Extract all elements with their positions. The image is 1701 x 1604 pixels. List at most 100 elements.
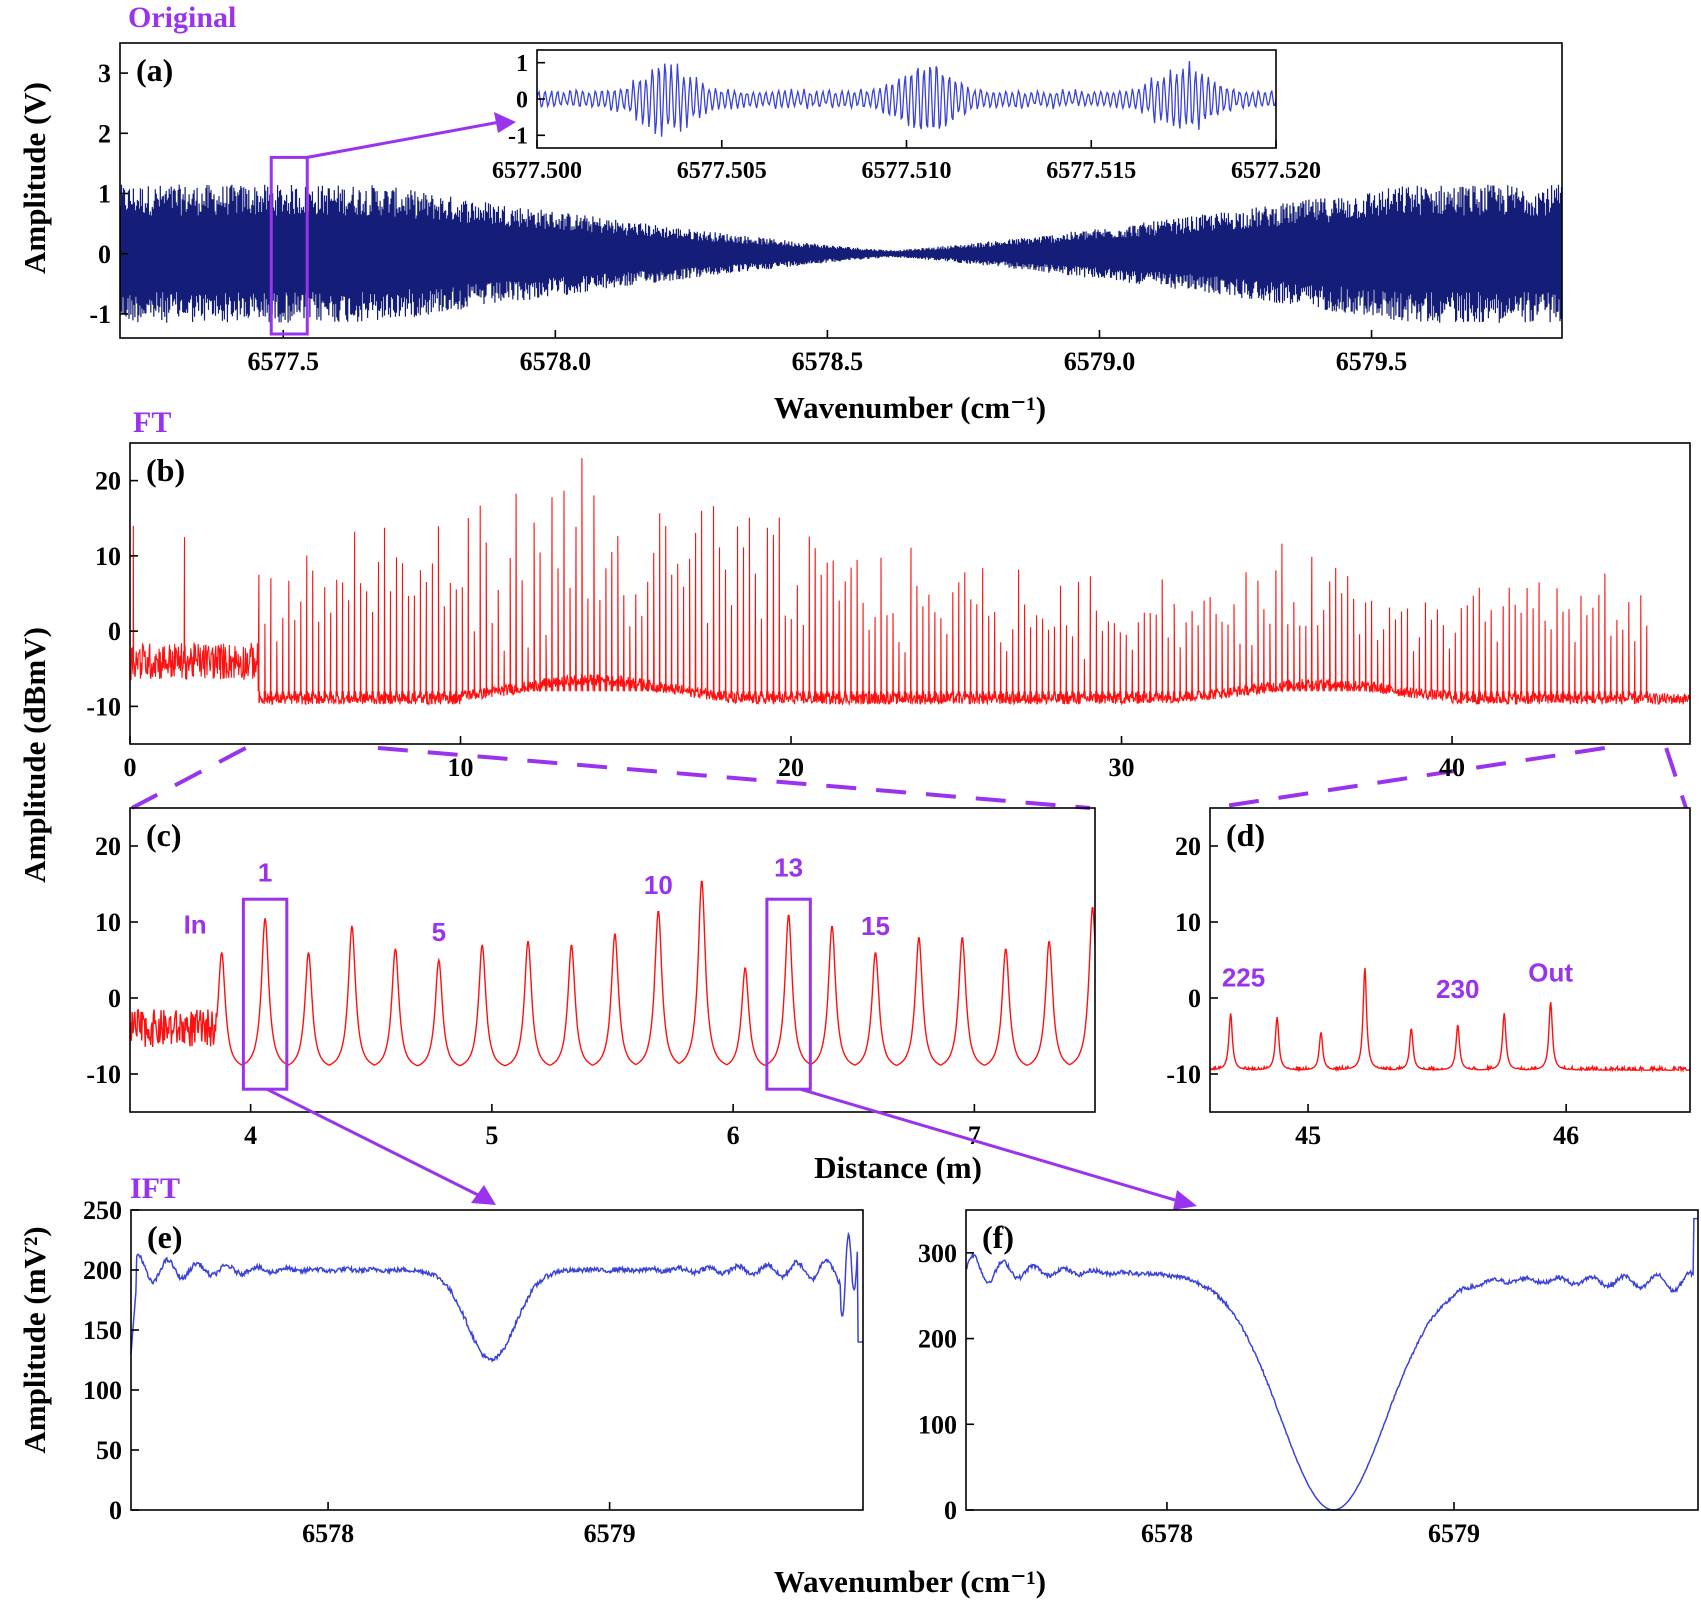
series-line-b	[129, 458, 1691, 707]
peak-annotation-d: Out	[1528, 957, 1573, 987]
peak-box-c	[765, 897, 812, 1091]
plot-frame-d	[1209, 807, 1691, 1113]
x-tick-label-b: 40	[1439, 753, 1465, 782]
y-tick-label-b: 20	[95, 467, 121, 496]
peak-annotation-c: 13	[774, 852, 803, 882]
y-tick-label-c: -10	[86, 1060, 121, 1089]
y-axis-label-ef: Amplitude (mV²)	[17, 1226, 52, 1453]
zoom-arrowhead-e	[471, 1185, 496, 1205]
y-tick-label-e: 100	[83, 1376, 122, 1405]
chart-panel-a: 6577.5 6578.0 6578.5 6579.0 6579.5 -1 0 1 2 3 (a)	[89, 42, 1563, 376]
connector-d-left	[1211, 746, 1606, 810]
x-tick-label-a_inset: 6577.505	[677, 158, 767, 184]
y-tick-label-a: 2	[98, 119, 111, 148]
x-tick-label-a_inset: 6577.500	[492, 158, 582, 184]
y-tick-label-c: 10	[95, 908, 121, 937]
y-tick-label-e: 0	[109, 1496, 122, 1525]
y-tick-label-f: 200	[918, 1325, 957, 1354]
x-axis-label-wavenumber-bottom: Wavenumber (cm⁻¹)	[774, 1564, 1046, 1599]
y-tick-label-f: 100	[918, 1410, 957, 1439]
chart-panel-f: 6578 6579 0 100 200 300 (f)	[918, 1209, 1699, 1548]
y-tick-label-a_inset: -1	[508, 124, 528, 150]
y-tick-label-e: 250	[83, 1196, 122, 1225]
zoom-arrowhead-a	[494, 112, 516, 133]
peak-annotation-c: In	[184, 909, 207, 939]
section-label-ft: FT	[133, 406, 171, 439]
y-tick-label-a: 0	[98, 240, 111, 269]
y-tick-label-e: 200	[83, 1256, 122, 1285]
zoom-box-a	[269, 155, 309, 336]
chart-panel-d: 45 46 -10 0 10 20 (d) 225 230 Out	[1166, 807, 1691, 1150]
plot-frame-f	[965, 1209, 1699, 1511]
y-tick-label-a_inset: 1	[516, 51, 528, 77]
x-tick-label-d: 46	[1553, 1121, 1579, 1150]
y-tick-label-c: 20	[95, 832, 121, 861]
connector-c-left	[131, 746, 247, 810]
y-tick-label-a: 3	[98, 59, 111, 88]
series-line-a	[120, 184, 1562, 323]
peak-annotation-d: 230	[1436, 974, 1479, 1004]
y-axis-label-bcd: Amplitude (dBmV)	[17, 627, 52, 883]
y-tick-label-a_inset: 0	[516, 87, 528, 113]
y-tick-label-b: 10	[95, 542, 121, 571]
x-tick-label-a: 6579.0	[1064, 347, 1136, 376]
x-axis-label-distance: Distance (m)	[814, 1150, 982, 1185]
chart-panel-b: 0 10 20 30 40 -10 0 10 20 (b)	[86, 442, 1691, 782]
section-label-ift: IFT	[130, 1172, 180, 1205]
y-tick-label-e: 150	[83, 1316, 122, 1345]
x-tick-label-c: 7	[968, 1121, 981, 1150]
panel-label-c: (c)	[146, 817, 182, 853]
panel-label-e: (e)	[147, 1219, 183, 1255]
panel-label-f: (f)	[982, 1219, 1014, 1255]
plot-frame-c	[129, 807, 1096, 1113]
peak-annotation-c: 1	[258, 858, 272, 888]
zoom-arrow-f	[799, 1087, 1176, 1202]
zoom-arrow-e	[266, 1087, 479, 1197]
y-tick-label-d: 0	[1188, 984, 1201, 1013]
zoom-arrow-a	[306, 120, 501, 159]
series-line-c	[130, 880, 1095, 1067]
chart-panel-e: 6578 6579 0 50 100 150 200 250 (e)	[83, 1196, 864, 1548]
y-tick-label-f: 300	[918, 1239, 957, 1268]
chart-panel-a-inset: 6577.500 6577.505 6577.510 6577.515 6577.520…	[492, 49, 1321, 184]
x-tick-label-e: 6579	[584, 1519, 636, 1548]
panel-label-d: (d)	[1226, 817, 1265, 853]
y-tick-label-b: -10	[86, 692, 121, 721]
y-tick-label-d: -10	[1166, 1060, 1201, 1089]
plot-frame-a	[119, 42, 1563, 339]
x-tick-label-a: 6579.5	[1336, 347, 1408, 376]
x-tick-label-a: 6578.5	[792, 347, 864, 376]
x-tick-label-c: 5	[485, 1121, 498, 1150]
y-tick-label-c: 0	[108, 984, 121, 1013]
y-tick-label-a: 1	[98, 180, 111, 209]
y-tick-label-e: 50	[96, 1436, 122, 1465]
x-tick-label-a_inset: 6577.515	[1046, 158, 1136, 184]
peak-annotation-c: 15	[861, 911, 890, 941]
series-line-f	[965, 1217, 1698, 1511]
x-tick-label-a_inset: 6577.510	[862, 158, 952, 184]
peak-annotation-d: 225	[1222, 963, 1265, 993]
y-tick-label-a: -1	[89, 300, 111, 329]
plot-frame-b	[129, 442, 1691, 745]
series-line-d	[1209, 967, 1691, 1073]
y-tick-label-f: 0	[944, 1496, 957, 1525]
connector-d-right	[1664, 747, 1688, 809]
x-tick-label-d: 45	[1295, 1121, 1321, 1150]
x-tick-label-b: 20	[778, 753, 804, 782]
peak-annotation-c: 5	[432, 917, 446, 947]
x-tick-label-e: 6578	[302, 1519, 354, 1548]
x-tick-label-c: 4	[244, 1121, 257, 1150]
peak-annotation-c: 10	[644, 870, 673, 900]
y-axis-label-a: Amplitude (V)	[17, 82, 52, 274]
x-tick-label-f: 6578	[1141, 1519, 1193, 1548]
section-label-original: Original	[128, 1, 236, 34]
x-tick-label-f: 6579	[1428, 1519, 1480, 1548]
x-tick-label-a_inset: 6577.520	[1231, 158, 1321, 184]
y-tick-label-d: 20	[1175, 832, 1201, 861]
x-tick-label-b: 10	[448, 753, 474, 782]
zoom-connectors	[131, 746, 1688, 810]
panel-label-a: (a)	[136, 52, 173, 88]
x-tick-label-b: 0	[124, 753, 137, 782]
